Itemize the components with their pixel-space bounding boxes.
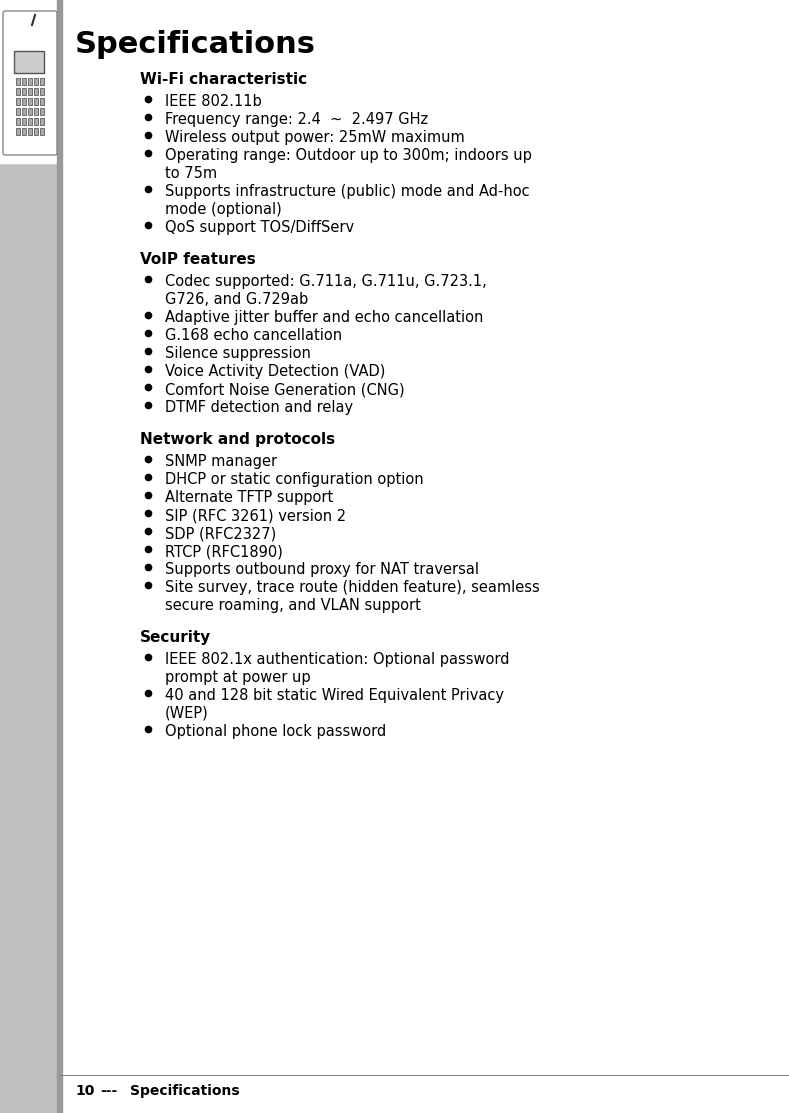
Bar — [28, 88, 32, 95]
Bar — [16, 88, 20, 95]
Text: Alternate TFTP support: Alternate TFTP support — [165, 490, 333, 505]
Text: Silence suppression: Silence suppression — [165, 346, 311, 361]
Bar — [16, 118, 20, 125]
Text: Frequency range: 2.4  ~  2.497 GHz: Frequency range: 2.4 ~ 2.497 GHz — [165, 112, 428, 127]
Text: SDP (RFC2327): SDP (RFC2327) — [165, 526, 276, 541]
Text: VoIP features: VoIP features — [140, 252, 256, 267]
Text: Optional phone lock password: Optional phone lock password — [165, 723, 387, 739]
Text: prompt at power up: prompt at power up — [165, 670, 311, 684]
FancyBboxPatch shape — [3, 11, 57, 155]
Bar — [40, 118, 44, 125]
Text: 10: 10 — [75, 1084, 95, 1099]
Text: DTMF detection and relay: DTMF detection and relay — [165, 400, 353, 415]
Bar — [16, 78, 20, 85]
Bar — [57, 0, 62, 1113]
Text: 40 and 128 bit static Wired Equivalent Privacy: 40 and 128 bit static Wired Equivalent P… — [165, 688, 504, 703]
Bar — [34, 128, 38, 135]
Text: Site survey, trace route (hidden feature), seamless: Site survey, trace route (hidden feature… — [165, 580, 540, 595]
Text: IEEE 802.11b: IEEE 802.11b — [165, 93, 262, 109]
Text: G.168 echo cancellation: G.168 echo cancellation — [165, 328, 342, 343]
Text: SIP (RFC 3261) version 2: SIP (RFC 3261) version 2 — [165, 508, 346, 523]
Text: Adaptive jitter buffer and echo cancellation: Adaptive jitter buffer and echo cancella… — [165, 311, 484, 325]
Text: Specifications: Specifications — [130, 1084, 240, 1099]
Bar — [34, 78, 38, 85]
Bar — [40, 108, 44, 115]
Bar — [22, 128, 26, 135]
Text: QoS support TOS/DiffServ: QoS support TOS/DiffServ — [165, 220, 354, 235]
Bar — [28, 118, 32, 125]
Text: DHCP or static configuration option: DHCP or static configuration option — [165, 472, 424, 487]
Text: Supports infrastructure (public) mode and Ad-hoc: Supports infrastructure (public) mode an… — [165, 184, 529, 199]
Text: ---: --- — [100, 1084, 118, 1099]
Bar — [40, 88, 44, 95]
Bar — [0, 0, 60, 162]
Bar — [14, 51, 44, 73]
Text: Wi-Fi characteristic: Wi-Fi characteristic — [140, 72, 307, 87]
Text: Specifications: Specifications — [75, 30, 316, 59]
Bar — [34, 98, 38, 105]
Bar — [22, 98, 26, 105]
Bar — [16, 98, 20, 105]
Text: Comfort Noise Generation (CNG): Comfort Noise Generation (CNG) — [165, 382, 405, 397]
Text: Network and protocols: Network and protocols — [140, 432, 335, 447]
Bar — [22, 88, 26, 95]
Bar — [22, 108, 26, 115]
Text: to 75m: to 75m — [165, 166, 217, 181]
Bar — [16, 108, 20, 115]
Text: Operating range: Outdoor up to 300m; indoors up: Operating range: Outdoor up to 300m; ind… — [165, 148, 532, 162]
Text: Supports outbound proxy for NAT traversal: Supports outbound proxy for NAT traversa… — [165, 562, 479, 577]
Bar — [34, 108, 38, 115]
Text: G726, and G.729ab: G726, and G.729ab — [165, 292, 308, 307]
Text: SNMP manager: SNMP manager — [165, 454, 277, 469]
Bar — [40, 98, 44, 105]
Bar — [28, 98, 32, 105]
Bar — [0, 0, 60, 1113]
Text: IEEE 802.1x authentication: Optional password: IEEE 802.1x authentication: Optional pas… — [165, 652, 510, 667]
Text: mode (optional): mode (optional) — [165, 201, 282, 217]
Text: Wireless output power: 25mW maximum: Wireless output power: 25mW maximum — [165, 130, 465, 145]
Bar — [34, 118, 38, 125]
Bar — [28, 78, 32, 85]
Bar — [22, 118, 26, 125]
Bar — [28, 128, 32, 135]
Bar — [28, 108, 32, 115]
Bar — [22, 78, 26, 85]
Bar — [40, 78, 44, 85]
Text: Security: Security — [140, 630, 211, 646]
Text: RTCP (RFC1890): RTCP (RFC1890) — [165, 544, 283, 559]
Text: secure roaming, and VLAN support: secure roaming, and VLAN support — [165, 598, 421, 613]
Bar — [40, 128, 44, 135]
Text: Codec supported: G.711a, G.711u, G.723.1,: Codec supported: G.711a, G.711u, G.723.1… — [165, 274, 487, 289]
Text: Voice Activity Detection (VAD): Voice Activity Detection (VAD) — [165, 364, 385, 380]
Bar — [16, 128, 20, 135]
Text: (WEP): (WEP) — [165, 706, 209, 721]
Bar — [34, 88, 38, 95]
